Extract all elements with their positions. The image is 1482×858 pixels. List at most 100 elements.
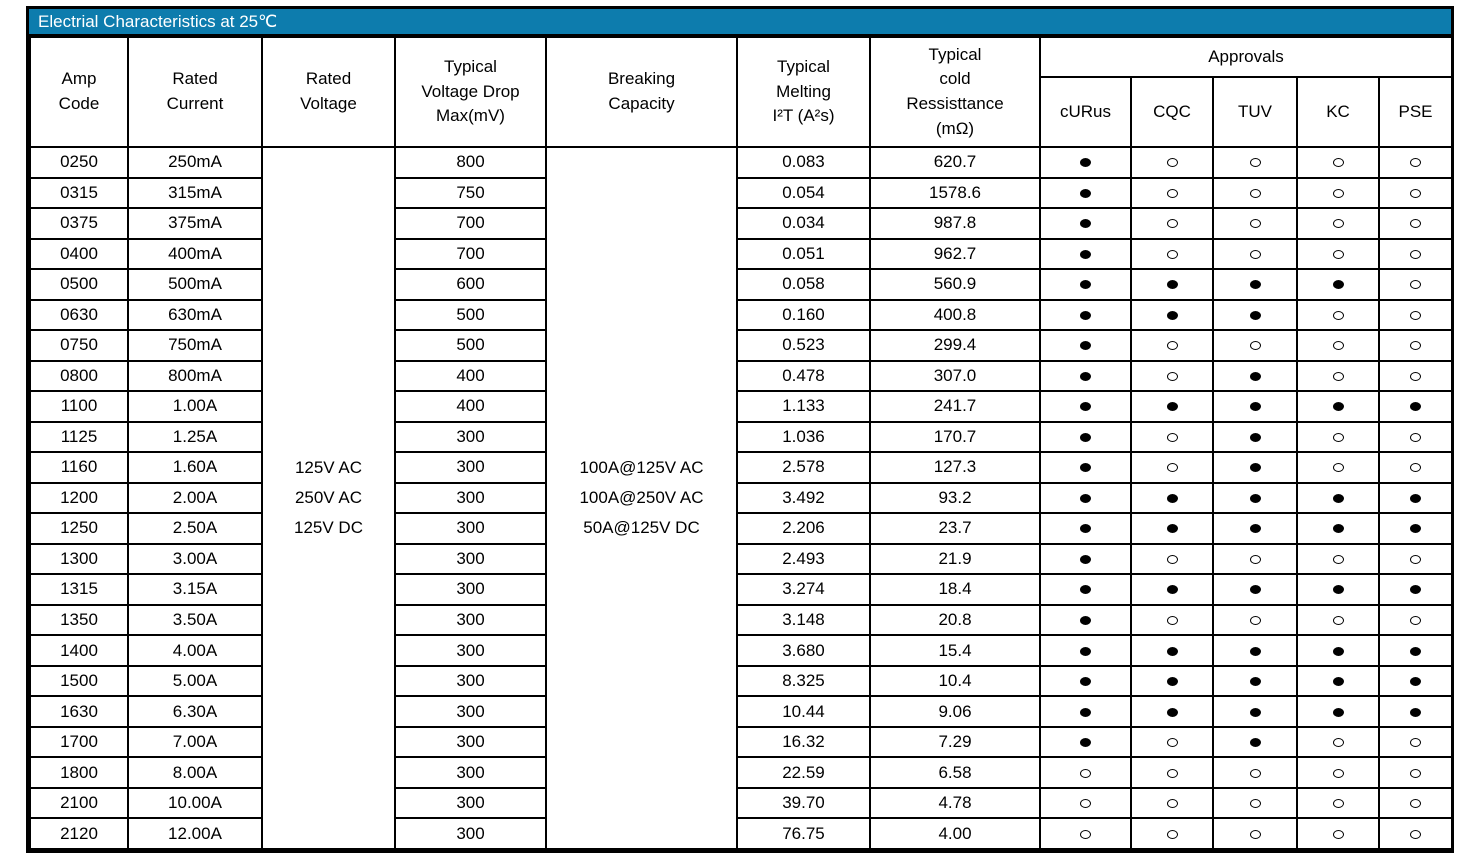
- approval-cell-cqc: [1130, 146, 1214, 179]
- cold-resistance-cell: 23.7: [869, 512, 1041, 545]
- approval-dot-open: [1332, 341, 1344, 351]
- header-cold-resistance: Typical cold Ressisttance (mΩ): [869, 36, 1041, 148]
- approval-dot-filled: [1080, 585, 1091, 595]
- approval-dot-filled: [1249, 707, 1261, 717]
- approval-dot-filled: [1332, 402, 1344, 412]
- table-row: 2120 12.00A 300 76.75 4.00: [29, 817, 1454, 850]
- table-row: 0315 315mA 750 0.054 1578.6: [29, 176, 1454, 210]
- approval-dot-filled: [1080, 524, 1091, 534]
- rated-current-cell: 2.00A: [127, 481, 263, 515]
- melting-i2t-cell: 1.133: [736, 390, 871, 423]
- approval-dot-filled: [1080, 616, 1091, 625]
- approval-dot-open: [1410, 310, 1422, 320]
- voltage-drop-cell: 700: [394, 207, 547, 240]
- header-approval-tuv: TUV: [1212, 76, 1298, 148]
- approval-cell-tuv: [1212, 725, 1298, 759]
- voltage-drop-cell: 300: [394, 603, 547, 637]
- table-row: 1800 8.00A 300 22.59 6.58: [29, 756, 1454, 789]
- approval-cell-cqc: [1130, 268, 1214, 301]
- approval-cell-kc: [1296, 634, 1380, 667]
- table-row: 0630 630mA 500 0.160 400.8: [29, 298, 1454, 332]
- approval-dot-open: [1249, 554, 1261, 564]
- approval-dot-filled: [1166, 310, 1178, 320]
- cold-resistance-cell: 20.8: [869, 603, 1041, 637]
- approval-dot-open: [1166, 158, 1178, 168]
- approval-dot-filled: [1410, 585, 1422, 595]
- approval-cell-kc: [1296, 359, 1380, 393]
- voltage-drop-cell: 300: [394, 817, 547, 850]
- approval-cell-tuv: [1212, 573, 1298, 606]
- table-row: 2100 10.00A 300 39.70 4.78: [29, 786, 1454, 820]
- approval-cell-pse: [1377, 207, 1454, 240]
- approval-cell-kc: [1296, 786, 1380, 820]
- approval-dot-open: [1166, 829, 1178, 839]
- amp-code-cell: 0250: [29, 146, 129, 179]
- cold-resistance-cell: 15.4: [869, 634, 1041, 667]
- header-voltage-drop: Typical Voltage Drop Max(mV): [394, 36, 547, 148]
- voltage-drop-cell: 700: [394, 237, 547, 271]
- cold-resistance-cell: 620.7: [869, 146, 1041, 179]
- voltage-drop-cell: 300: [394, 725, 547, 759]
- approval-cell-cqc: [1130, 573, 1214, 606]
- melting-i2t-cell: 0.083: [736, 146, 871, 179]
- approval-dot-open: [1249, 249, 1261, 259]
- approval-cell-curus: [1039, 725, 1132, 759]
- approval-dot-open: [1166, 554, 1178, 564]
- approval-dot-open: [1410, 463, 1422, 473]
- approval-dot-open: [1249, 219, 1261, 229]
- electrical-characteristics-table: Amp Code Rated Current Rated Voltage Typ…: [29, 36, 1454, 850]
- header-rated-voltage: Rated Voltage: [261, 36, 396, 148]
- approval-cell-pse: [1377, 298, 1454, 332]
- voltage-drop-cell: 300: [394, 756, 547, 789]
- rated-current-cell: 250mA: [127, 146, 263, 179]
- breaking-capacity-cell: 100A@125V AC 100A@250V AC 50A@125V DC: [545, 146, 738, 850]
- approval-cell-kc: [1296, 725, 1380, 759]
- approval-dot-open: [1332, 738, 1344, 748]
- table-header: Amp Code Rated Current Rated Voltage Typ…: [29, 36, 1454, 148]
- approval-dot-filled: [1249, 646, 1261, 656]
- voltage-drop-cell: 300: [394, 664, 547, 698]
- rated-current-cell: 2.50A: [127, 512, 263, 545]
- melting-i2t-cell: 3.680: [736, 634, 871, 667]
- approval-cell-curus: [1039, 481, 1132, 515]
- approval-dot-open: [1332, 219, 1344, 229]
- approval-cell-kc: [1296, 146, 1380, 179]
- voltage-drop-cell: 500: [394, 329, 547, 362]
- table-row: 1300 3.00A 300 2.493 21.9: [29, 542, 1454, 576]
- approval-dot-filled: [1080, 219, 1091, 229]
- approval-cell-pse: [1377, 237, 1454, 271]
- cold-resistance-cell: 10.4: [869, 664, 1041, 698]
- amp-code-cell: 1160: [29, 451, 129, 484]
- approval-dot-open: [1410, 219, 1422, 229]
- approval-cell-pse: [1377, 542, 1454, 576]
- approval-dot-open: [1410, 768, 1422, 778]
- approval-cell-tuv: [1212, 359, 1298, 393]
- approval-cell-curus: [1039, 573, 1132, 606]
- melting-i2t-cell: 16.32: [736, 725, 871, 759]
- approval-cell-pse: [1377, 176, 1454, 210]
- voltage-drop-cell: 750: [394, 176, 547, 210]
- table-row: 0400 400mA 700 0.051 962.7: [29, 237, 1454, 271]
- melting-i2t-cell: 0.054: [736, 176, 871, 210]
- approval-dot-open: [1166, 249, 1178, 259]
- approval-cell-cqc: [1130, 817, 1214, 850]
- approval-cell-tuv: [1212, 603, 1298, 637]
- header-approval-kc: KC: [1296, 76, 1380, 148]
- approval-cell-pse: [1377, 512, 1454, 545]
- approval-dot-filled: [1080, 158, 1091, 168]
- approval-dot-filled: [1249, 463, 1261, 473]
- approval-cell-cqc: [1130, 207, 1214, 240]
- approval-dot-filled: [1166, 524, 1178, 534]
- approval-cell-kc: [1296, 756, 1380, 789]
- approval-cell-tuv: [1212, 237, 1298, 271]
- approval-cell-cqc: [1130, 695, 1214, 728]
- approval-dot-open: [1166, 341, 1178, 351]
- voltage-drop-cell: 300: [394, 634, 547, 667]
- approval-dot-open: [1410, 799, 1422, 809]
- approval-cell-pse: [1377, 146, 1454, 179]
- cold-resistance-cell: 4.00: [869, 817, 1041, 850]
- approval-dot-filled: [1249, 677, 1261, 687]
- rated-current-cell: 1.60A: [127, 451, 263, 484]
- amp-code-cell: 1200: [29, 481, 129, 515]
- approval-cell-pse: [1377, 268, 1454, 301]
